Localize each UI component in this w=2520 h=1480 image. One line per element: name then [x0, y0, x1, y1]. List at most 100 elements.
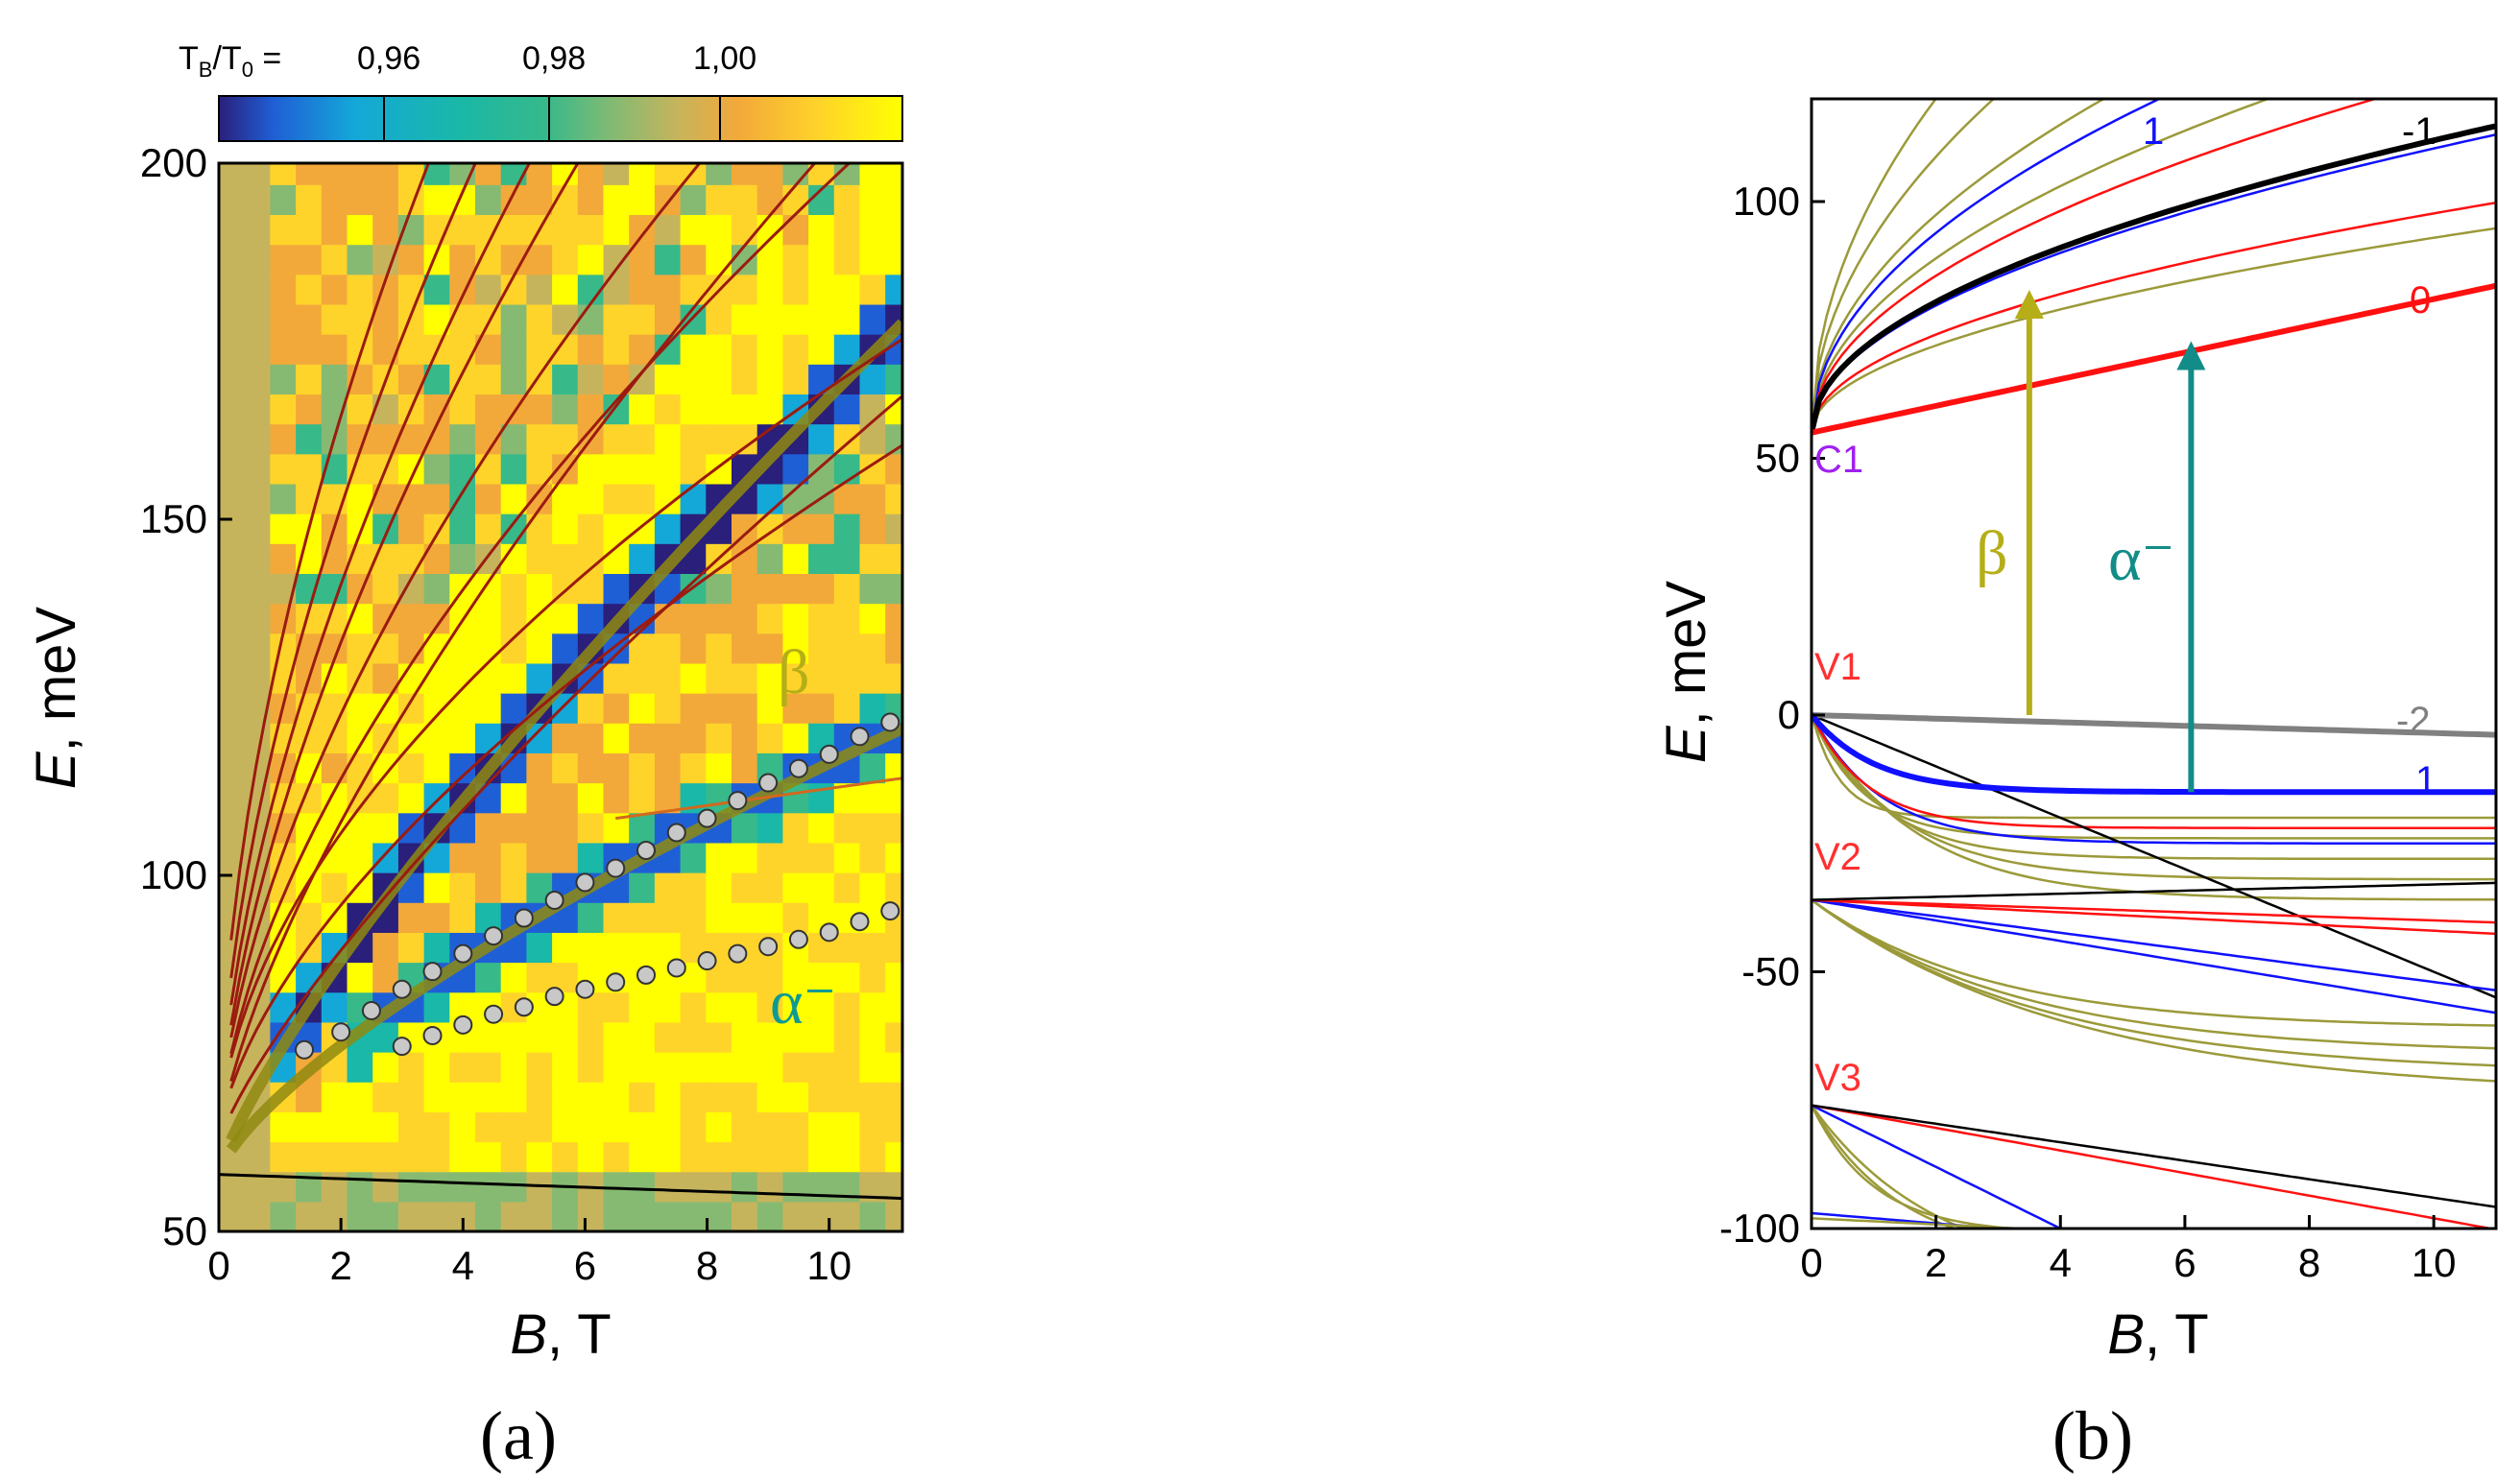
heatmap-cell	[526, 163, 553, 185]
heatmap-cell	[782, 1082, 809, 1112]
heatmap-cell	[219, 483, 246, 514]
heatmap-cell	[552, 842, 579, 873]
heatmap-cell	[321, 842, 348, 873]
heatmap-cell	[500, 163, 527, 185]
heatmap-cell	[756, 274, 783, 305]
heatmap-cell	[859, 274, 886, 305]
v1-level	[1812, 714, 2496, 829]
heatmap-cell	[654, 453, 682, 485]
panel-label-a: (a)	[480, 1397, 557, 1474]
heatmap-cell	[270, 244, 297, 275]
heatmap-cell	[603, 1052, 630, 1083]
highlighted-level	[1812, 713, 2496, 796]
heatmap-cell	[885, 991, 902, 1023]
heatmap-cell	[219, 244, 246, 275]
heatmap-cell	[577, 513, 605, 544]
heatmap-cell	[732, 573, 758, 605]
data-point	[392, 1037, 412, 1057]
heatmap-cell	[397, 543, 425, 574]
heatmap-cell	[859, 573, 886, 605]
heatmap-cell	[296, 334, 323, 365]
x-tick-label: 4	[2050, 1240, 2072, 1285]
heatmap-cell	[782, 962, 809, 993]
heatmap-cell	[833, 693, 861, 724]
heatmap-cell	[680, 1082, 707, 1112]
data-point	[453, 943, 473, 964]
heatmap-cell	[885, 244, 902, 275]
heatmap-cell	[347, 163, 373, 185]
heatmap-cell	[270, 962, 297, 993]
heatmap-cell	[885, 1141, 902, 1173]
c1-level	[1812, 201, 2496, 434]
c1-level	[1812, 227, 2496, 434]
heatmap-cell	[321, 274, 348, 305]
heatmap-cell	[321, 364, 348, 395]
heatmap-cell	[552, 1052, 579, 1083]
heatmap-cell	[244, 274, 271, 305]
heatmap-cell	[833, 991, 861, 1023]
heatmap-cell	[833, 1082, 861, 1112]
heatmap-cell	[732, 423, 758, 455]
heatmap-cell	[756, 1141, 783, 1173]
heatmap-cell	[219, 1201, 246, 1231]
heatmap-cell	[654, 693, 682, 724]
plot-frame-b	[1810, 97, 2498, 1230]
heatmap-cell	[244, 423, 271, 455]
heatmap-cell	[833, 423, 861, 455]
heatmap-cell	[833, 394, 861, 425]
heatmap-cell	[629, 782, 656, 814]
heatmap-cell	[885, 513, 902, 544]
heatmap-cell	[296, 184, 323, 216]
heatmap-cell	[526, 662, 553, 694]
heatmap-cell	[423, 752, 450, 784]
heatmap-cell	[885, 184, 902, 216]
v1-level	[1812, 714, 2496, 901]
heatmap-cell	[629, 1082, 656, 1112]
heatmap-cell	[500, 1052, 527, 1083]
heatmap-cell	[423, 1111, 450, 1143]
x-tick-label: 8	[2298, 1240, 2320, 1285]
data-point	[697, 951, 717, 971]
heatmap-cell	[372, 163, 399, 185]
heatmap-cell	[629, 453, 656, 485]
heatmap-cell	[885, 1082, 902, 1112]
heatmap-cell	[603, 573, 630, 605]
heatmap-cell	[219, 693, 246, 724]
heatmap-cell	[808, 633, 835, 664]
heatmap-cell	[397, 902, 425, 933]
heatmap-cell	[706, 1082, 732, 1112]
heatmap-cell	[397, 603, 425, 634]
heatmap-cell	[654, 603, 682, 634]
v1-level	[1812, 714, 2496, 840]
data-point	[728, 943, 748, 964]
heatmap-cell	[475, 274, 502, 305]
heatmap-cell	[782, 303, 809, 335]
heatmap-cell	[372, 543, 399, 574]
level-label-v1-1: 1	[2415, 759, 2436, 801]
heatmap-cell	[680, 274, 707, 305]
heatmap-cell	[475, 1111, 502, 1143]
heatmap-cell	[347, 334, 373, 365]
fan-line	[229, 163, 532, 1006]
alpha-theory-band	[226, 723, 902, 1154]
heatmap-cell	[756, 1082, 783, 1112]
heatmap-cell	[680, 244, 707, 275]
data-point	[880, 901, 900, 921]
heatmap-cell	[270, 1141, 297, 1173]
heatmap-cell	[654, 364, 682, 395]
heatmap-cell	[372, 812, 399, 844]
heatmap-cell	[833, 303, 861, 335]
heatmap-cell	[270, 274, 297, 305]
heatmap-cell	[833, 334, 861, 365]
heatmap-cell	[449, 902, 476, 933]
heatmap-cell	[552, 394, 579, 425]
fan-line	[229, 163, 431, 941]
heatmap-cell	[732, 1021, 758, 1053]
heatmap-cell	[629, 932, 656, 964]
heatmap-cell	[475, 962, 502, 993]
colorbar-label: TB/T0 =	[179, 40, 281, 82]
heatmap-cell	[449, 483, 476, 514]
heatmap-cell	[577, 603, 605, 634]
heatmap-cell	[680, 902, 707, 933]
